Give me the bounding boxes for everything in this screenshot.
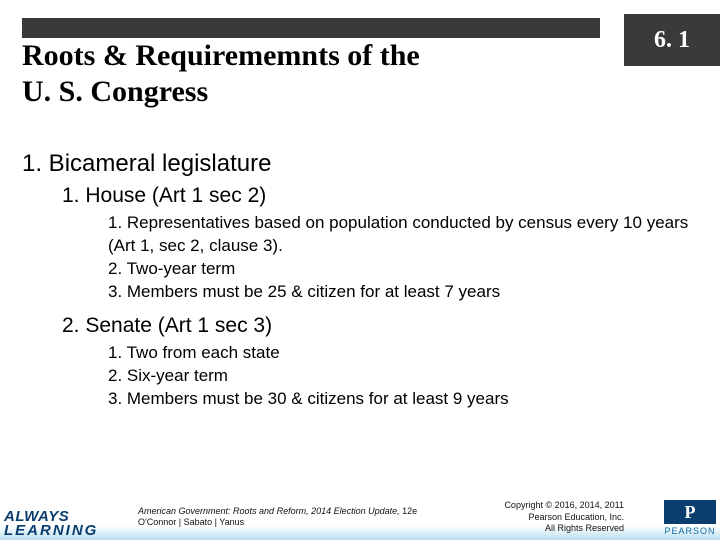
title-block: Roots & Requirememnts of the U. S. Congr… (22, 18, 600, 110)
outline-lvl3: 1. Two from each state (108, 342, 690, 365)
book-authors: O'Connor | Sabato | Yanus (138, 517, 244, 527)
outline-lvl3: 2. Six-year term (108, 365, 690, 388)
outline-lvl3: 1. Representatives based on population c… (108, 212, 690, 258)
copyright-line: Copyright © 2016, 2014, 2011 (504, 500, 624, 510)
slide-title: Roots & Requirememnts of the U. S. Congr… (22, 38, 600, 110)
outline-lvl1: 1. Bicameral legislature (22, 150, 690, 178)
footer: ALWAYS LEARNING American Government: Roo… (0, 490, 720, 540)
outline-lvl2: 2. Senate (Art 1 sec 3) (62, 314, 690, 338)
pearson-glyph: P (685, 502, 696, 523)
pearson-bar: P (664, 500, 716, 524)
book-credit: American Government: Roots and Reform, 2… (138, 506, 417, 529)
pearson-logo: P PEARSON (664, 500, 716, 536)
section-number-badge: 6. 1 (624, 14, 720, 66)
outline-lvl3: 3. Members must be 25 & citizen for at l… (108, 281, 690, 304)
copyright-line: All Rights Reserved (545, 523, 624, 533)
pearson-word: PEARSON (664, 526, 715, 536)
book-edition: 12e (400, 506, 418, 516)
copyright-block: Copyright © 2016, 2014, 2011 Pearson Edu… (504, 500, 624, 534)
always-line2: LEARNING (4, 524, 98, 538)
title-accent-bar (22, 18, 600, 38)
outline-lvl3: 2. Two-year term (108, 258, 690, 281)
book-title: American Government: Roots and Reform, 2… (138, 506, 400, 516)
copyright-line: Pearson Education, Inc. (528, 512, 624, 522)
outline-content: 1. Bicameral legislature 1. House (Art 1… (22, 150, 690, 411)
outline-lvl2: 1. House (Art 1 sec 2) (62, 184, 690, 208)
title-line-2: U. S. Congress (22, 75, 208, 108)
section-number: 6. 1 (654, 27, 690, 54)
outline-lvl3: 3. Members must be 30 & citizens for at … (108, 388, 690, 411)
title-line-1: Roots & Requirememnts of the (22, 39, 420, 72)
always-learning-logo: ALWAYS LEARNING (4, 510, 98, 539)
